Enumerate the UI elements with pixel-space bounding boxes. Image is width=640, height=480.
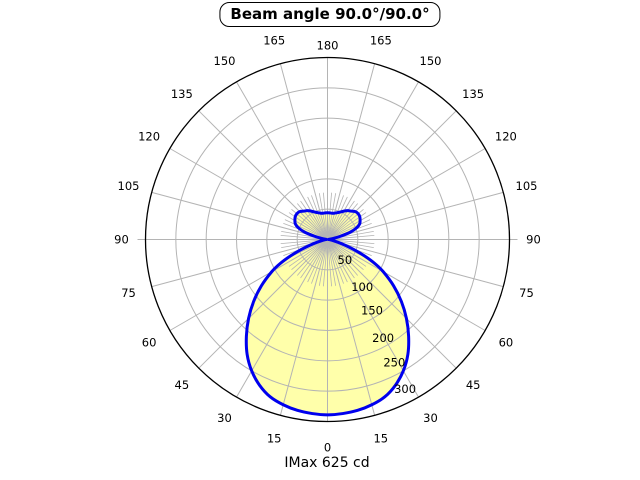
radial-tick-label: 250: [383, 356, 405, 370]
angle-tick-label: 180: [317, 39, 339, 53]
angle-tick-label: 75: [121, 286, 136, 300]
minor-spoke-line: [288, 240, 327, 267]
minor-spoke-line: [318, 193, 328, 238]
minor-spoke-line: [328, 240, 364, 271]
radial-tick-label: 100: [351, 280, 373, 294]
angle-tick-label: 0: [324, 441, 331, 455]
angle-tick-label: 120: [138, 130, 160, 144]
grid-circle: [205, 117, 450, 362]
intensity-curve: [244, 209, 411, 417]
minor-spoke-line: [327, 241, 337, 286]
radial-tick-label: 50: [338, 253, 353, 267]
radial-tick-label: 150: [361, 304, 383, 318]
angle-tick-label: 60: [142, 336, 157, 350]
minor-spoke-line: [307, 241, 328, 283]
angle-tick-label: 165: [370, 34, 392, 48]
minor-spoke-line: [307, 196, 328, 238]
grid-circle: [175, 87, 480, 392]
minor-spoke-line: [291, 240, 327, 271]
angle-tick-label: 15: [373, 431, 388, 445]
angle-tick-label: 30: [217, 411, 232, 425]
minor-spoke-line: [327, 192, 332, 238]
chart-title-box: Beam angle 90.0°/90.0°: [219, 2, 441, 27]
angle-tick-label: 90: [526, 233, 541, 247]
angle-tick-label: 150: [214, 54, 236, 68]
angle-tick-label: 135: [171, 87, 193, 101]
angle-tick-label: 30: [423, 411, 438, 425]
minor-spoke-line: [327, 193, 337, 238]
minor-spoke-line: [311, 241, 328, 284]
angle-tick-label: 90: [114, 233, 129, 247]
angle-tick-label: 75: [519, 286, 534, 300]
angle-tick-label: 120: [495, 130, 517, 144]
minor-spoke-line: [318, 241, 328, 286]
minor-spoke-line: [327, 196, 348, 238]
minor-spoke-line: [328, 240, 359, 276]
minor-spoke-line: [328, 240, 355, 279]
minor-spoke-line: [323, 241, 328, 287]
angle-tick-label: 105: [516, 179, 538, 193]
minor-spoke-line: [328, 203, 359, 239]
minor-spoke-line: [296, 203, 327, 239]
minor-spoke-line: [328, 200, 355, 239]
angle-tick-label: 150: [420, 54, 442, 68]
minor-spoke-line: [296, 240, 327, 276]
grid-circle: [266, 178, 389, 301]
minor-spoke-line: [327, 241, 348, 283]
grid-circle: [236, 148, 419, 331]
imax-caption: IMax 625 cd: [284, 455, 370, 471]
minor-spoke-line: [311, 195, 328, 238]
angle-tick-label: 45: [175, 378, 190, 392]
minor-spoke-line: [300, 240, 327, 279]
minor-spoke-line: [327, 241, 344, 284]
minor-spoke-line: [327, 195, 344, 238]
minor-spoke-line: [284, 219, 326, 240]
minor-spoke-line: [329, 239, 375, 244]
minor-spoke-line: [328, 240, 367, 267]
angle-tick-label: 60: [499, 336, 514, 350]
minor-spoke-line: [327, 241, 332, 287]
angle-tick-label: 105: [118, 179, 140, 193]
radial-tick-label: 200: [372, 331, 394, 345]
grid-circles: [144, 56, 511, 423]
curve-layer: [244, 209, 411, 417]
outer-circle: [144, 56, 511, 423]
angle-tick-label: 165: [263, 34, 285, 48]
angle-tick-label: 45: [466, 378, 481, 392]
minor-spoke-line: [300, 200, 327, 239]
grid-circle: [296, 208, 359, 271]
angle-tick-label: 135: [462, 87, 484, 101]
angle-tick-labels: 0 15 15 30 30 45 45 60 60 75 75 90 90 105 105 120 120 135…: [114, 34, 541, 455]
minor-spoke-line: [329, 219, 371, 240]
angle-tick-label: 15: [267, 431, 282, 445]
chart-title: Beam angle 90.0°/90.0°: [230, 5, 430, 23]
minor-spoke-line: [280, 239, 326, 244]
minor-spoke-line: [323, 192, 328, 238]
radial-tick-labels: 50 100 150 200 250 300: [338, 253, 416, 396]
radial-tick-label: 300: [394, 382, 416, 396]
